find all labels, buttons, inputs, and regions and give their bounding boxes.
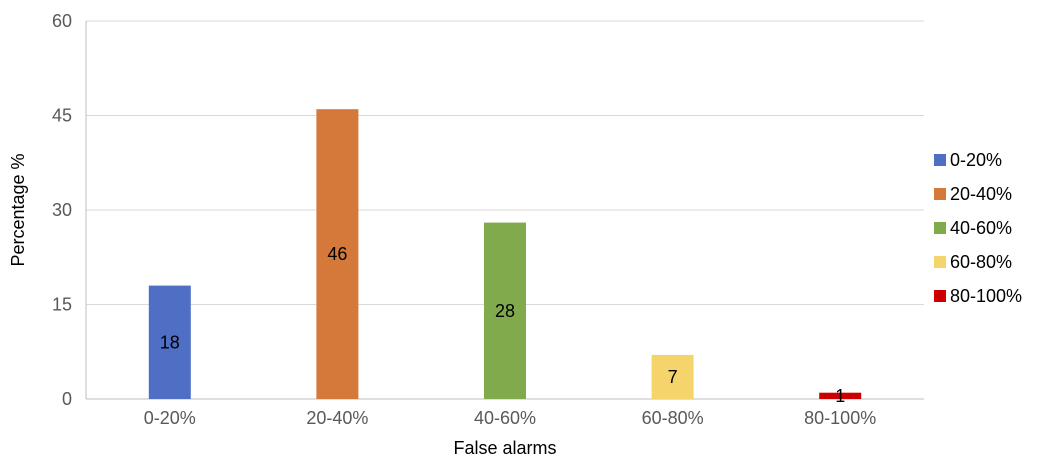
legend-swatch — [934, 154, 946, 166]
x-tick-label: 80-100% — [804, 408, 876, 428]
legend-label: 0-20% — [950, 150, 1002, 170]
bar — [148, 285, 191, 399]
x-tick-label: 40-60% — [474, 408, 536, 428]
data-label: 18 — [160, 332, 180, 352]
bar — [484, 222, 526, 399]
legend-label: 80-100% — [950, 286, 1022, 306]
legend-label: 20-40% — [950, 184, 1012, 204]
legend-swatch — [934, 188, 946, 200]
data-labels: 18 46 28 7 1 — [160, 244, 845, 406]
y-tick-label: 60 — [52, 11, 72, 31]
legend: 0-20% 20-40% 40-60% 60-80% 80-100% — [934, 150, 1022, 306]
bar — [316, 109, 359, 399]
legend-swatch — [934, 222, 946, 234]
legend-label: 40-60% — [950, 218, 1012, 238]
legend-label: 60-80% — [950, 252, 1012, 272]
y-tick-label: 30 — [52, 200, 72, 220]
legend-swatch — [934, 256, 946, 268]
bars — [148, 109, 862, 399]
bar — [651, 354, 694, 399]
x-axis-title: False alarms — [453, 438, 556, 458]
y-tick-label: 15 — [52, 295, 72, 315]
x-tick-label: 20-40% — [306, 408, 368, 428]
y-tick-label: 45 — [52, 106, 72, 126]
y-axis-title: Percentage % — [8, 153, 28, 266]
data-label: 7 — [668, 367, 678, 387]
bar — [819, 392, 862, 399]
data-label: 1 — [835, 386, 845, 406]
data-label: 46 — [327, 244, 347, 264]
data-label: 28 — [495, 301, 515, 321]
y-tick-label: 0 — [62, 389, 72, 409]
y-axis: 0 15 30 45 60 — [52, 11, 87, 409]
x-tick-label: 60-80% — [642, 408, 704, 428]
x-tick-label: 0-20% — [144, 408, 196, 428]
x-axis: 0-20% 20-40% 40-60% 60-80% 80-100% — [86, 398, 924, 428]
legend-swatch — [934, 290, 946, 302]
